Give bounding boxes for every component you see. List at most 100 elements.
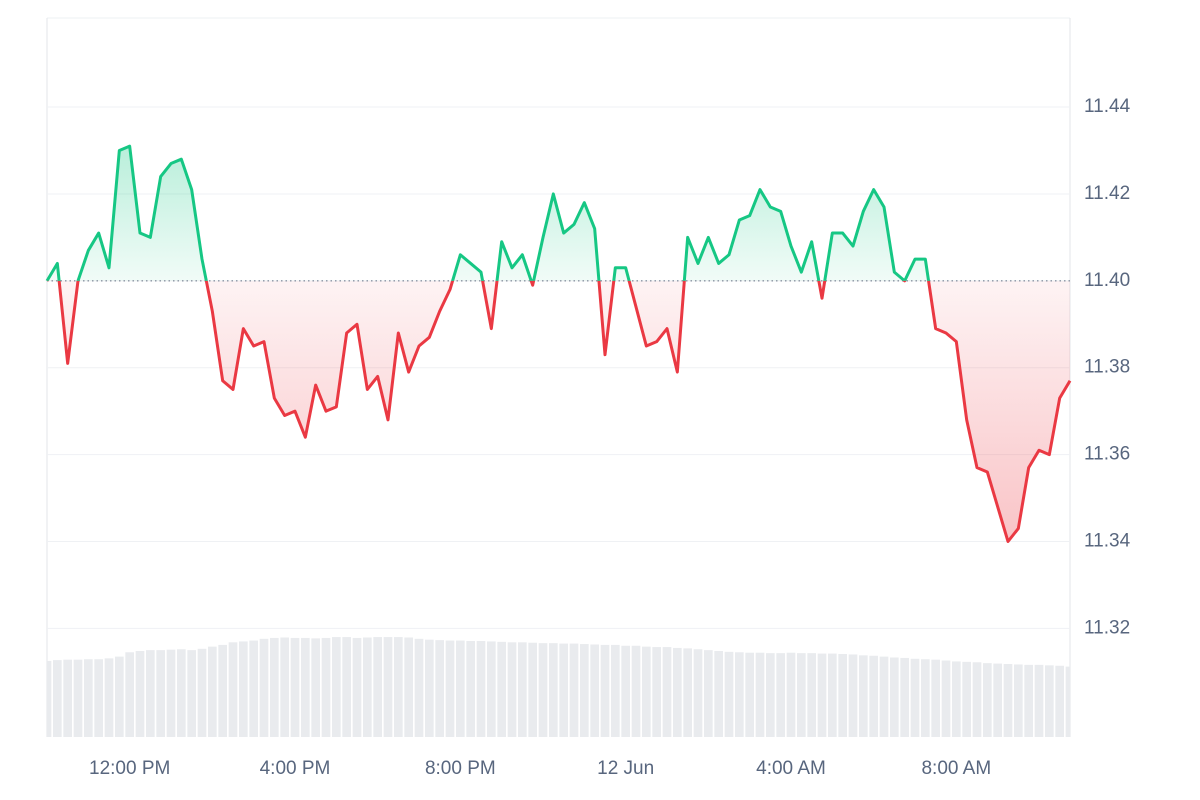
volume-bar [300,637,310,737]
volume-bar [238,641,248,737]
volume-bar [362,637,372,737]
volume-bar [889,657,899,737]
volume-bar [941,660,951,737]
volume-bar [993,663,1003,737]
volume-bar [951,661,961,737]
volume-bar [424,639,434,737]
volume-bar [838,654,848,737]
x-tick-label: 8:00 PM [425,758,496,779]
volume-bar [342,637,352,737]
volume-bar [404,637,414,737]
volume-bar [590,644,600,737]
volume-bar [920,659,930,737]
volume-bar [910,658,920,737]
x-tick-label: 8:00 AM [921,758,991,779]
volume-bar [724,651,734,737]
volume-bar [879,656,889,737]
volume-bar [1003,664,1013,737]
volume-bar [610,644,620,737]
volume-bar [135,650,145,737]
volume-bar [218,644,228,737]
volume-bar [755,652,765,737]
volume-bar [352,637,362,737]
volume-bar [486,641,496,737]
x-tick-label: 12:00 PM [89,758,170,779]
volume-bar [776,653,786,737]
volume-bar [455,640,465,737]
y-tick-label: 11.32 [1084,617,1130,638]
volume-bar [94,659,104,737]
volume-bar [962,661,972,737]
volume-bar [331,637,341,737]
volume-bar [714,650,724,737]
volume-bar [176,649,186,737]
volume-bar [466,640,476,737]
volume-bar [1044,665,1054,737]
volume-bar [47,660,52,737]
volume-bar [125,652,135,737]
volume-bar [497,641,507,737]
volume-bar [280,637,290,737]
volume-bar [858,655,868,737]
volume-bar [703,650,713,737]
volume-bar [383,637,393,737]
volume-bar [435,640,445,737]
volume-bar [52,660,62,737]
volume-bar [1065,666,1070,737]
y-tick-label: 11.38 [1084,357,1130,378]
volume-bar [207,646,217,737]
volume-bar [786,652,796,737]
volume-bar [311,638,321,737]
volume-bars [47,637,1070,737]
volume-bar [1055,665,1065,737]
volume-bar [445,640,455,737]
volume-bar [869,655,879,737]
volume-bar [765,653,775,737]
volume-bar [259,638,269,737]
volume-bar [156,650,166,737]
volume-bar [1013,664,1023,737]
volume-bar [507,642,517,737]
x-tick-label: 12 Jun [597,758,654,779]
volume-bar [63,659,73,737]
price-line-down [46,280,1072,543]
volume-bar [569,643,579,737]
volume-bar [414,638,424,737]
volume-bar [393,637,403,737]
volume-bar [982,663,992,737]
volume-bar [745,652,755,737]
volume-bar [548,643,558,737]
area-down [47,280,1070,542]
volume-bar [373,637,383,737]
volume-bar [796,653,806,737]
volume-bar [559,643,569,737]
volume-bar [693,649,703,737]
volume-bar [1034,664,1044,737]
volume-bar [104,658,114,737]
volume-bar [83,659,93,737]
volume-bar [166,649,176,737]
volume-bar [600,644,610,737]
y-tick-label: 11.40 [1084,270,1130,291]
volume-bar [476,640,486,737]
volume-bar [683,648,693,737]
volume-bar [641,646,651,737]
y-tick-label: 11.44 [1084,96,1131,117]
volume-bar [114,656,124,737]
volume-bar [652,647,662,737]
volume-bar [73,659,83,737]
volume-bar [269,637,279,737]
volume-bar [900,657,910,737]
volume-bar [228,642,238,737]
volume-bar [734,652,744,737]
volume-bar [249,640,259,737]
x-tick-label: 4:00 PM [260,758,331,779]
volume-bar [672,647,682,737]
volume-bar [807,653,817,737]
volume-bar [817,653,827,737]
volume-bar [528,642,538,737]
price-line-up [45,144,931,281]
volume-bar [321,637,331,737]
